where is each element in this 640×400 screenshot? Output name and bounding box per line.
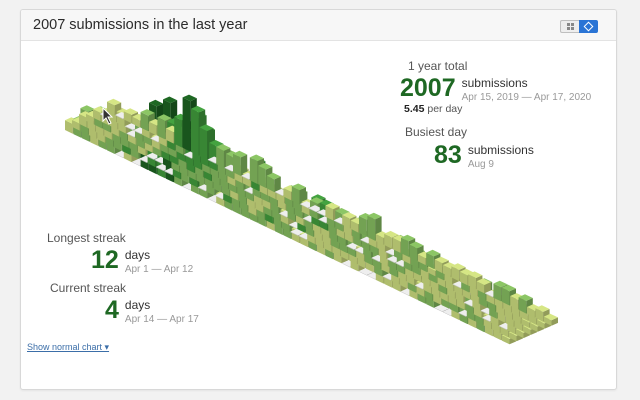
contribution-day-bar [359,268,374,276]
current-streak-value: 4 [105,296,119,324]
contribution-day-bar [233,150,248,176]
contribution-day-bar [476,278,491,294]
busiest-day-stats: Busiest day 83 submissions Aug 9 [405,125,605,171]
submissions-card: 2007 submissions in the last year [20,9,617,390]
busiest-day-value: 83 [434,141,462,169]
current-streak-label: Current streak [50,281,127,295]
contribution-day-bar [367,212,382,241]
flat-view-button[interactable] [560,20,579,33]
longest-streak-range: Apr 1 — Apr 12 [124,264,194,275]
longest-streak-value: 12 [91,246,119,274]
card-title: 2007 submissions in the last year [33,17,248,33]
year-total-value: 2007 [400,74,456,102]
current-streak-stats: Current streak 4 days Apr 14 — Apr 17 [50,281,250,326]
contribution-day-bar [291,183,306,205]
year-total-stats: 1 year total 2007 submissions Apr 15, 20… [400,59,600,115]
per-day-suffix: per day [427,103,463,115]
busiest-day-unit: submissions [467,143,534,157]
year-total-range: Apr 15, 2019 — Apr 17, 2020 [461,92,592,103]
grid-icon [566,23,574,30]
contribution-day-bar [266,172,281,193]
longest-streak-unit: days [124,248,151,262]
per-day-value: 5.45 [404,103,425,115]
card-header: 2007 submissions in the last year [21,10,616,41]
busiest-day-date: Aug 9 [467,159,494,170]
view-toggle [560,20,598,33]
show-normal-chart-link[interactable]: Show normal chart ▾ [27,342,110,352]
year-total-label: 1 year total [408,59,468,73]
current-streak-range: Apr 14 — Apr 17 [124,314,199,325]
busiest-day-label: Busiest day [405,125,468,139]
3d-view-button[interactable] [579,20,598,33]
year-total-unit: submissions [461,76,528,90]
contribution-day-bar [434,304,449,312]
mouse-cursor-icon [102,107,114,125]
per-day-rate: 5.45 per day [404,103,600,115]
current-streak-unit: days [124,298,151,312]
contribution-day-bar [543,313,558,326]
longest-streak-stats: Longest streak 12 days Apr 1 — Apr 12 [47,231,247,276]
longest-streak-label: Longest streak [47,231,126,245]
